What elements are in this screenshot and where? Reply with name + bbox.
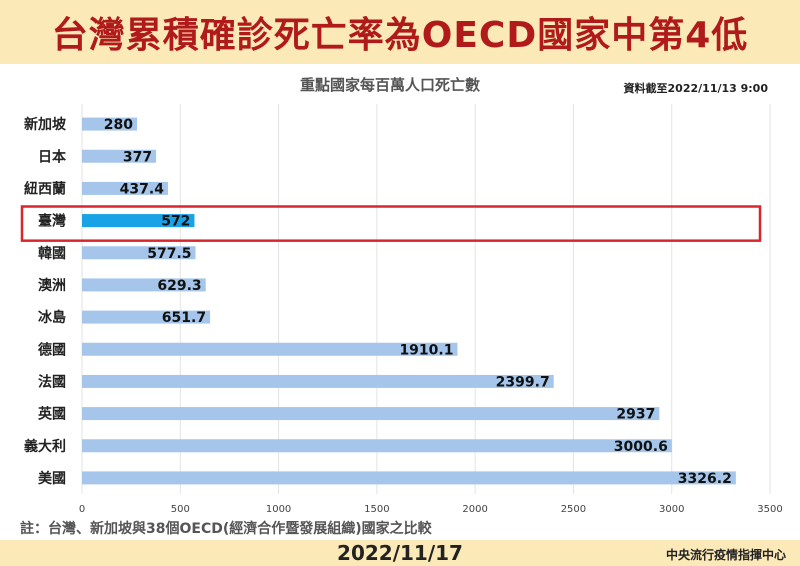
value-label: 572 <box>161 214 190 230</box>
category-label: 澳洲 <box>38 277 66 294</box>
bars: 280 377 437.4 572 577.5 629.3 651.7 1910.1 2399.… <box>20 117 762 487</box>
bar <box>82 439 672 453</box>
bar <box>82 246 196 260</box>
category-label: 法國 <box>38 373 66 390</box>
x-tick-label: 1500 <box>364 504 389 515</box>
x-tick-label: 500 <box>171 504 190 515</box>
bar <box>82 181 168 195</box>
page-title: 台灣累積確診死亡率為OECD國家中第4低 <box>51 15 749 56</box>
header-band: 台灣累積確診死亡率為OECD國家中第4低 <box>0 0 800 64</box>
bar <box>82 310 211 324</box>
bar <box>82 117 138 131</box>
value-label: 437.4 <box>120 181 165 197</box>
data-as-of-label: 資料截至2022/11/13 9:00 <box>624 81 769 95</box>
x-tick-labels: 0 500 1000 1500 2000 2500 3000 3500 <box>79 504 783 515</box>
footer-band: 2022/11/17 中央流行疫情指揮中心 <box>0 540 800 566</box>
category-label: 美國 <box>38 470 66 487</box>
footer-org: 中央流行疫情指揮中心 <box>665 548 786 562</box>
bar-chart: 重點國家每百萬人口死亡數 資料截至2022/11/13 9:00 280 377 4… <box>20 76 783 515</box>
category-label: 新加坡 <box>24 116 67 133</box>
value-label: 280 <box>104 117 133 133</box>
footnote: 註：台灣、新加坡與38個OECD(經濟合作暨發展組織)國家之比較 <box>20 521 432 537</box>
category-label: 紐西蘭 <box>24 180 66 197</box>
x-tick-label: 2500 <box>561 504 586 515</box>
value-label: 3326.2 <box>678 471 732 487</box>
highlight-box <box>20 205 762 242</box>
value-label: 1910.1 <box>399 342 453 358</box>
x-tick-label: 3500 <box>757 504 782 515</box>
value-label: 629.3 <box>157 278 201 294</box>
bar <box>82 342 458 356</box>
bar <box>82 149 157 163</box>
category-label: 冰島 <box>38 309 66 326</box>
category-label: 英國 <box>37 406 66 423</box>
value-label: 377 <box>123 149 152 165</box>
category-label: 韓國 <box>38 245 66 262</box>
value-label: 577.5 <box>147 246 191 262</box>
category-label: 德國 <box>38 341 66 358</box>
chart-subtitle: 重點國家每百萬人口死亡數 <box>300 76 480 94</box>
category-label: 臺灣 <box>38 213 66 230</box>
bar <box>82 278 206 292</box>
bar-highlight <box>82 214 195 228</box>
gridlines <box>81 104 771 494</box>
chart-card: 重點國家每百萬人口死亡數 資料截至2022/11/13 9:00 280 377 4… <box>10 68 790 540</box>
value-label: 2937 <box>616 407 655 423</box>
value-label: 651.7 <box>162 310 206 326</box>
footer-date: 2022/11/17 <box>337 541 463 565</box>
category-label: 日本 <box>38 148 67 165</box>
category-label: 義大利 <box>24 438 66 455</box>
value-label: 2399.7 <box>496 374 550 390</box>
x-tick-label: 1000 <box>266 504 291 515</box>
value-label: 3000.6 <box>614 439 668 455</box>
x-tick-label: 2000 <box>462 504 487 515</box>
bar <box>82 374 554 388</box>
bar <box>82 407 660 421</box>
x-tick-label: 3000 <box>659 504 684 515</box>
bar <box>82 471 736 485</box>
x-tick-label: 0 <box>79 504 85 515</box>
